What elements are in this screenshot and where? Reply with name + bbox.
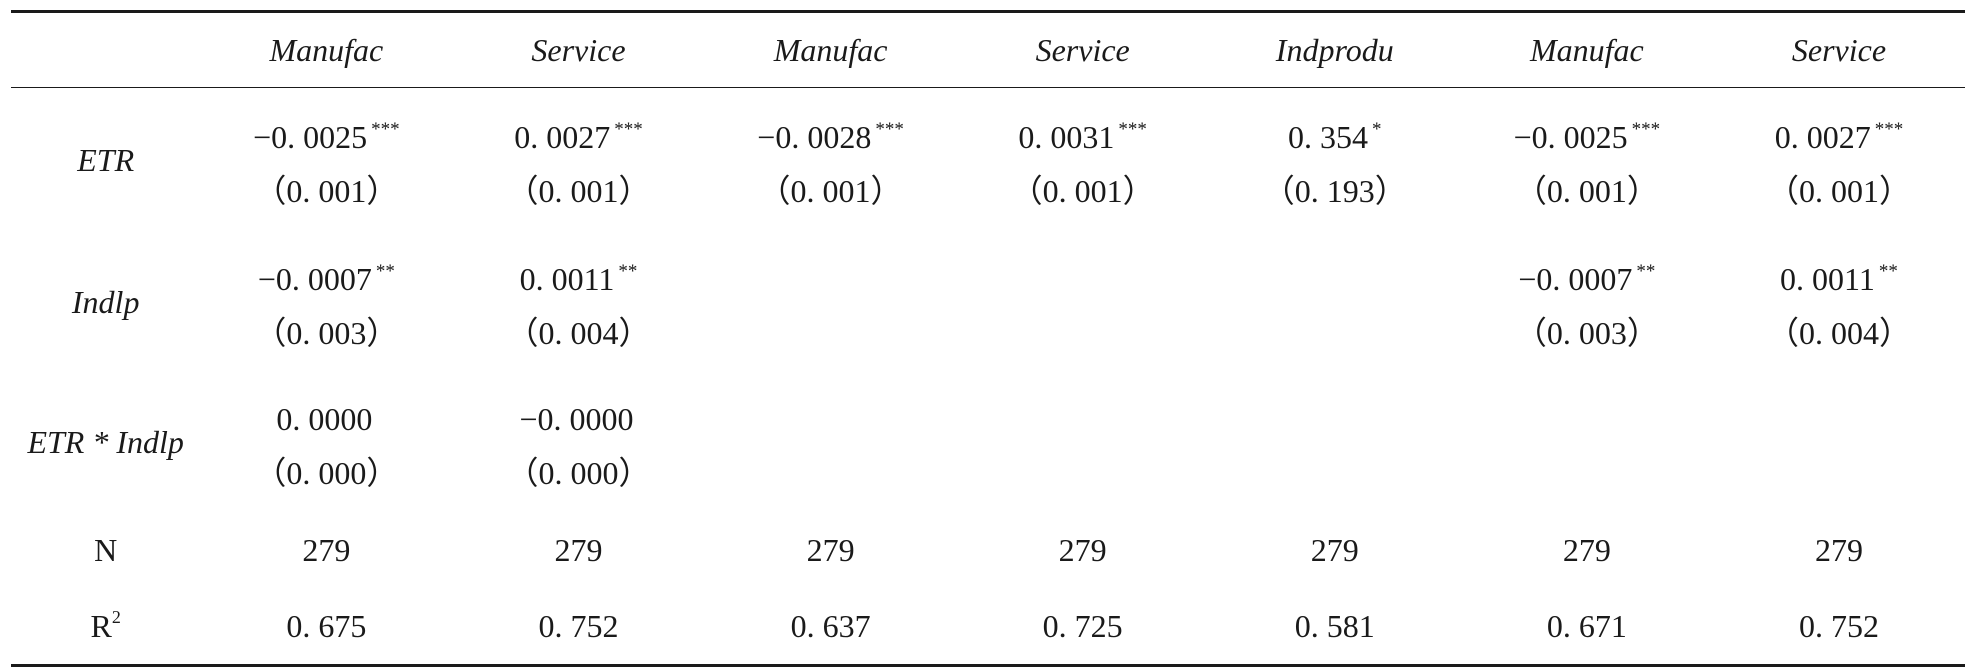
table-cell: 0. 725 (1042, 607, 1123, 644)
table-cell: 0. 354 * （0. 193） (1209, 88, 1461, 233)
standard-error: （0. 003） (1514, 314, 1659, 351)
table-cell: 0. 675 (286, 607, 367, 644)
standard-error: （0. 004） (1766, 314, 1911, 351)
table-cell: −0. 0028 *** （0. 001） (705, 88, 957, 233)
table-row-etr: ETR −0. 0025 *** （0. 001） 0. 0027 *** （0. … (11, 88, 1965, 233)
standard-error: （0. 000） (506, 454, 651, 491)
significance-stars: *** (875, 118, 904, 140)
coefficient: 0. 0031 *** (1018, 118, 1147, 155)
table-row-r-squared: R2 0. 675 0. 752 0. 637 0. 725 0. 581 0.… (11, 588, 1965, 666)
table-cell: 0. 0031 *** （0. 001） (957, 88, 1209, 233)
row-label: N (94, 531, 118, 568)
table-cell: 0. 0027 *** （0. 001） (1713, 88, 1965, 233)
significance-stars: ** (618, 260, 638, 282)
standard-error: （0. 001） (506, 172, 651, 209)
standard-error: （0. 001） (1010, 172, 1155, 209)
header-cell-manufac: Manufac (704, 11, 957, 88)
table-cell: 0. 637 (790, 607, 871, 644)
significance-stars: *** (1874, 118, 1904, 140)
standard-error: （0. 004） (506, 314, 651, 351)
header-cell-label (11, 11, 201, 88)
regression-table: Manufac Service Manufac Service Indprodu… (11, 10, 1965, 667)
header-cell-service: Service (452, 11, 705, 88)
header-cell-indprodu: Indprodu (1208, 11, 1461, 88)
header-cell-service: Service (956, 11, 1209, 88)
significance-stars: *** (1118, 118, 1147, 140)
table-cell: −0. 0025 *** （0. 001） (1461, 88, 1713, 233)
table-cell: 279 (554, 531, 603, 568)
table-cell-empty (957, 372, 1209, 512)
significance-stars: *** (1631, 118, 1661, 140)
table-cell: −0. 0025 *** （0. 001） (200, 88, 452, 233)
table-cell: 0. 581 (1294, 607, 1375, 644)
standard-error: （0. 003） (254, 314, 399, 351)
table-cell: 0. 0011 ** （0. 004） (452, 232, 704, 372)
row-label: ETR (77, 141, 135, 178)
standard-error: （0. 000） (254, 454, 399, 491)
table-row-indlp: Indlp −0. 0007 ** （0. 003） 0. 0011 ** （0. … (11, 232, 1965, 372)
coefficient: 0. 0000 (276, 400, 373, 437)
header-cell-manufac: Manufac (1460, 11, 1713, 88)
standard-error: （0. 001） (1514, 172, 1659, 209)
coefficient: −0. 0007 ** (257, 260, 395, 297)
coefficient: 0. 354 * (1288, 118, 1382, 155)
table-cell: 0. 752 (538, 607, 619, 644)
table-row-etr-x-indlp: ETR * Indlp 0. 0000 （0. 000） −0. 0000 （0… (11, 372, 1965, 512)
table-cell: 0. 671 (1546, 607, 1627, 644)
coefficient: −0. 0025 *** (253, 118, 400, 155)
table-cell-empty (1209, 372, 1461, 512)
coefficient: 0. 0027 *** (514, 118, 643, 155)
significance-stars: ** (1878, 260, 1898, 282)
coefficient: −0. 0025 *** (1513, 118, 1661, 155)
table-cell: 0. 0011 ** （0. 004） (1713, 232, 1965, 372)
standard-error: （0. 193） (1262, 172, 1407, 209)
standard-error: （0. 001） (254, 172, 399, 209)
significance-stars: *** (614, 118, 643, 140)
table-cell: 279 (1310, 531, 1359, 568)
standard-error: （0. 001） (758, 172, 903, 209)
coefficient: −0. 0028 *** (757, 118, 904, 155)
significance-stars: ** (375, 260, 395, 282)
row-label: ETR * Indlp (27, 423, 184, 460)
header-cell-manufac: Manufac (200, 11, 453, 88)
significance-stars: ** (1636, 260, 1656, 282)
table-cell: −0. 0007 ** （0. 003） (200, 232, 452, 372)
table-cell-empty (705, 232, 957, 372)
header-cell-service: Service (1712, 11, 1965, 88)
row-label: R2 (90, 607, 121, 644)
coefficient: 0. 0011 ** (519, 260, 638, 297)
header-row: Manufac Service Manufac Service Indprodu… (11, 11, 1965, 88)
row-label: Indlp (71, 283, 140, 320)
table-cell-empty (1461, 372, 1713, 512)
table-cell: −0. 0007 ** （0. 003） (1461, 232, 1713, 372)
table-cell-empty (705, 372, 957, 512)
table-cell: 279 (302, 531, 351, 568)
significance-stars: * (1372, 118, 1382, 140)
coefficient: 0. 0011 ** (1780, 260, 1898, 297)
table-cell: 279 (1562, 531, 1611, 568)
table-cell-empty (1713, 372, 1965, 512)
table-cell-empty (1209, 232, 1461, 372)
table-cell: 279 (1058, 531, 1107, 568)
table-cell: 0. 0027 *** （0. 001） (452, 88, 704, 233)
table-cell: 0. 752 (1798, 607, 1879, 644)
coefficient: 0. 0027 *** (1774, 118, 1904, 155)
coefficient: −0. 0000 (519, 400, 634, 437)
table-cell: 279 (806, 531, 855, 568)
significance-stars: *** (371, 118, 400, 140)
table-cell: 0. 0000 （0. 000） (200, 372, 452, 512)
table-row-n: N 279 279 279 279 279 279 279 (11, 512, 1965, 588)
standard-error: （0. 001） (1766, 172, 1911, 209)
table-cell-empty (957, 232, 1209, 372)
coefficient: −0. 0007 ** (1518, 260, 1656, 297)
table-cell: −0. 0000 （0. 000） (452, 372, 704, 512)
table-cell: 279 (1814, 531, 1863, 568)
